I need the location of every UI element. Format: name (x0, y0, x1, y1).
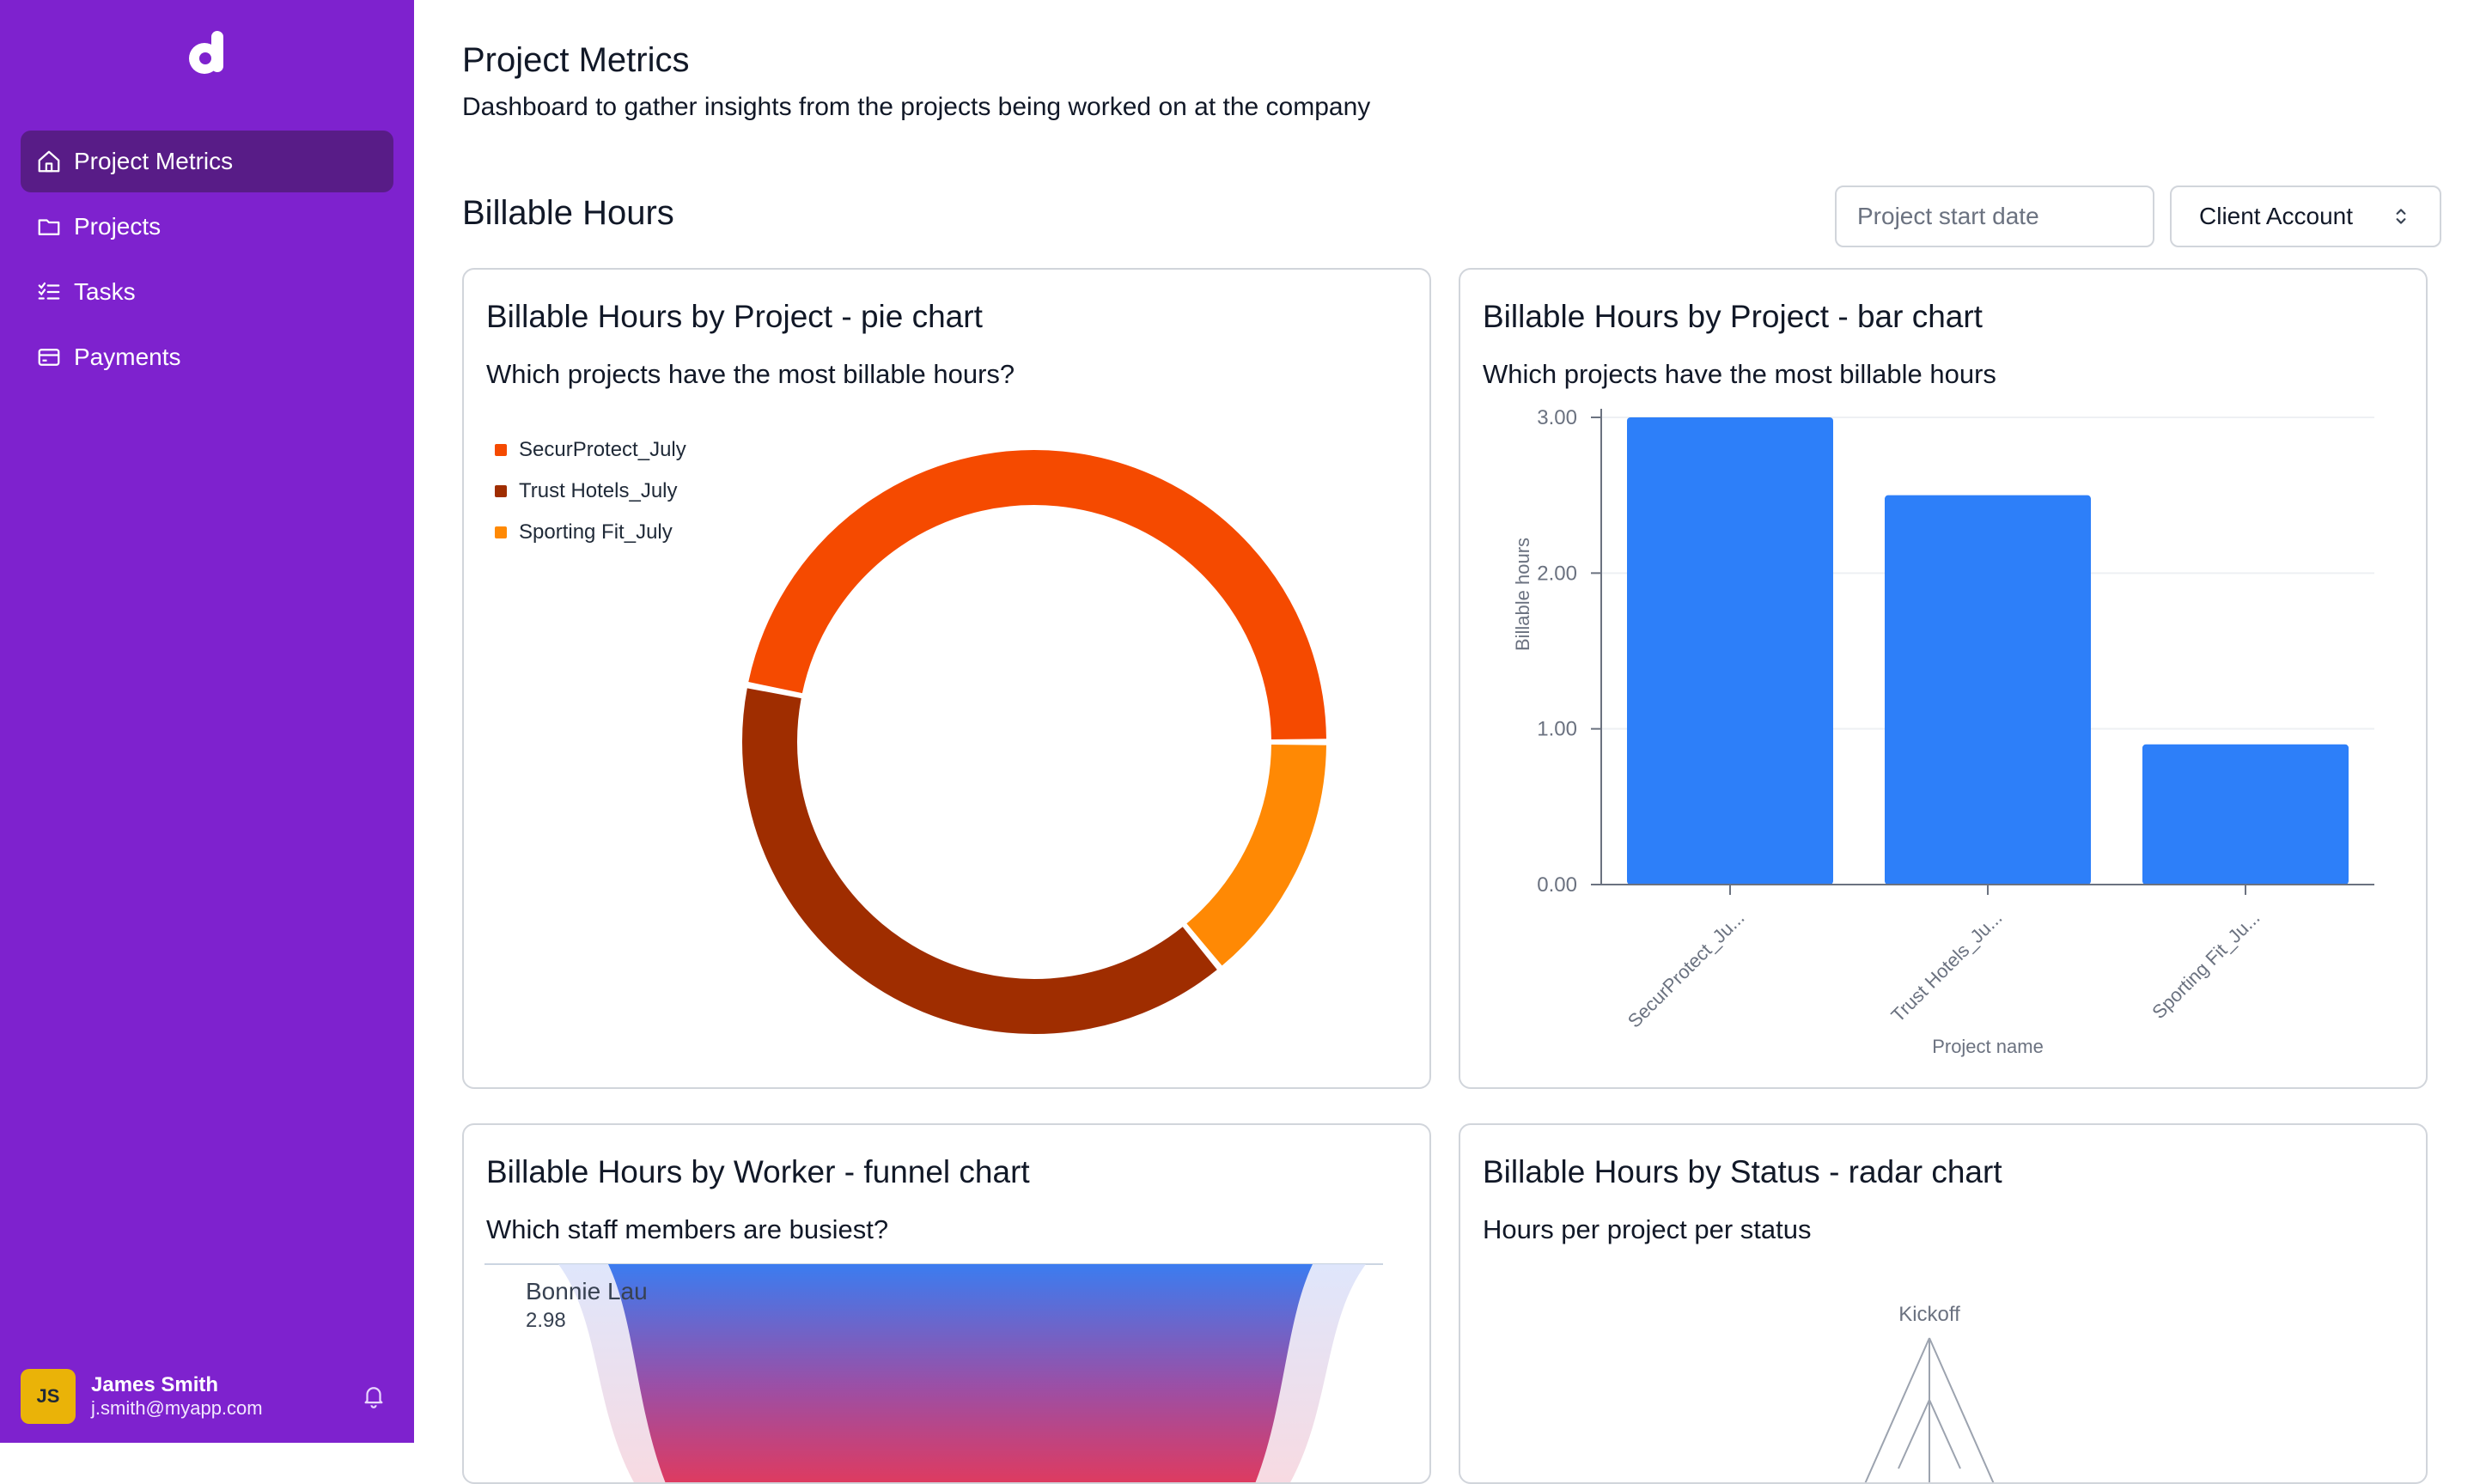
project-start-date-input[interactable] (1835, 186, 2154, 247)
legend-item[interactable]: SecurProtect_July (495, 429, 686, 471)
bar (1627, 417, 1833, 885)
credit-card-icon (36, 344, 62, 370)
legend-swatch (495, 485, 507, 497)
chevron-up-down-icon (2396, 209, 2406, 224)
funnel-label-value: 2.98 (526, 1309, 566, 1332)
main-content: Project Metrics Dashboard to gather insi… (414, 0, 2474, 1484)
card-title: Billable Hours by Project - pie chart (486, 299, 983, 334)
legend-swatch (495, 444, 507, 456)
funnel-label-name: Bonnie Lau (526, 1278, 648, 1305)
donut-chart (742, 450, 1326, 1034)
client-account-label: Client Account (2199, 203, 2353, 229)
donut-slice (1186, 744, 1326, 966)
page-title: Project Metrics (462, 41, 690, 79)
bar-chart: 0.00 1.00 2.00 3.00 SecurProtect_Ju... Trust … (1512, 406, 2374, 1057)
sidebar-item-project-metrics[interactable]: Project Metrics (21, 131, 393, 192)
legend-label: Trust Hotels_July (519, 479, 678, 502)
home-icon (36, 149, 62, 174)
avatar[interactable]: JS (21, 1369, 76, 1424)
card-subtitle: Hours per project per status (1483, 1214, 1812, 1244)
sidebar-item-payments[interactable]: Payments (21, 326, 393, 388)
legend-item[interactable]: Trust Hotels_July (495, 471, 686, 512)
card-subtitle: Which staff members are busiest? (486, 1214, 889, 1244)
y-tick-label: 3.00 (1537, 406, 1577, 429)
sidebar: Project Metrics Projects Tasks Payments … (0, 0, 414, 1443)
x-axis-label: Project name (1932, 1036, 2044, 1057)
bar (2142, 744, 2349, 885)
y-axis-label: Billable hours (1512, 538, 1533, 651)
bar (1885, 495, 2091, 885)
y-tick-label: 1.00 (1537, 718, 1577, 741)
card-subtitle: Which projects have the most billable ho… (486, 359, 1015, 389)
radar-axis-label: Kickoff (1898, 1303, 1960, 1326)
section-title: Billable Hours (462, 194, 674, 232)
sidebar-item-tasks[interactable]: Tasks (21, 261, 393, 323)
card-subtitle: Which projects have the most billable ho… (1483, 359, 1996, 389)
legend-label: Sporting Fit_July (519, 520, 673, 544)
sidebar-item-label: Tasks (74, 278, 136, 305)
checklist-icon (36, 279, 62, 305)
folder-icon (36, 214, 62, 240)
y-tick-label: 0.00 (1537, 873, 1577, 897)
pie-chart-card: Billable Hours by Project - pie chart Wh… (462, 268, 1431, 1089)
page-subtitle: Dashboard to gather insights from the pr… (462, 93, 1371, 121)
x-tick-label: Trust Hotels_Ju... (1887, 907, 2007, 1026)
user-info: James Smith j.smith@myapp.com (91, 1373, 263, 1420)
sidebar-item-label: Payments (74, 344, 181, 370)
x-tick-label: Sporting Fit_Ju... (2148, 907, 2264, 1023)
d-logo-icon[interactable] (187, 31, 227, 77)
legend-item[interactable]: Sporting Fit_July (495, 512, 686, 553)
user-profile[interactable]: JS James Smith j.smith@myapp.com (21, 1369, 393, 1424)
sidebar-item-label: Project Metrics (74, 148, 234, 174)
user-name: James Smith (91, 1373, 219, 1396)
sidebar-nav: Project Metrics Projects Tasks Payments (21, 131, 393, 392)
donut-slice (742, 688, 1217, 1034)
y-tick-label: 2.00 (1537, 562, 1577, 585)
legend-swatch (495, 526, 507, 538)
bell-icon[interactable] (361, 1383, 387, 1408)
x-tick-label: SecurProtect_Ju... (1624, 907, 1749, 1032)
funnel-chart-card: Billable Hours by Worker - funnel chart … (462, 1123, 1431, 1484)
radar-chart: Kickoff (1864, 1303, 1995, 1482)
donut-slice (748, 450, 1326, 740)
user-email: j.smith@myapp.com (91, 1397, 263, 1419)
funnel-chart (484, 1263, 1383, 1482)
sidebar-item-projects[interactable]: Projects (21, 196, 393, 258)
radar-chart-card: Billable Hours by Status - radar chart H… (1459, 1123, 2428, 1484)
bar-chart-card: Billable Hours by Project - bar chart Wh… (1459, 268, 2428, 1089)
funnel-segment (608, 1264, 1313, 1482)
card-title: Billable Hours by Worker - funnel chart (486, 1154, 1030, 1189)
card-title: Billable Hours by Project - bar chart (1483, 299, 1983, 334)
pie-legend: SecurProtect_July Trust Hotels_July Sporti… (495, 429, 686, 553)
card-title: Billable Hours by Status - radar chart (1483, 1154, 2002, 1189)
sidebar-item-label: Projects (74, 213, 161, 240)
client-account-select[interactable]: Client Account (2170, 186, 2441, 247)
legend-label: SecurProtect_July (519, 438, 686, 461)
